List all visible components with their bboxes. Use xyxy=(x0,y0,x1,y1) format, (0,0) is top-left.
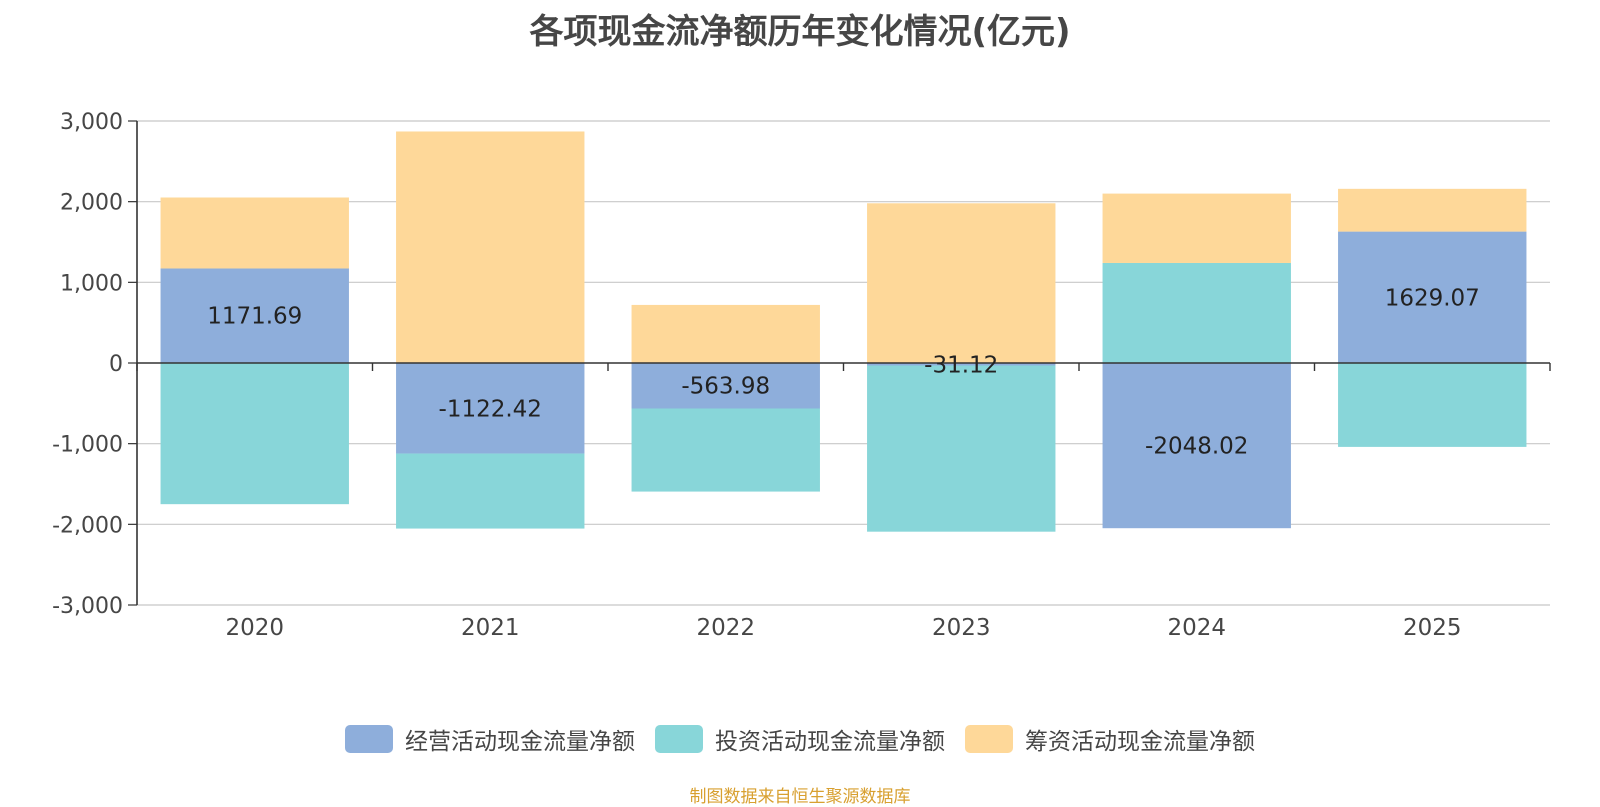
bar-0 xyxy=(867,363,1056,366)
data-label: -1122.42 xyxy=(439,396,542,422)
legend-item-operating[interactable]: 经营活动现金流量净额 xyxy=(345,722,635,756)
bar-0 xyxy=(160,268,349,363)
bar-0 xyxy=(631,363,820,409)
data-label: -2048.02 xyxy=(1145,434,1248,460)
bar-2 xyxy=(160,197,349,269)
legend-label-financing: 筹资活动现金流量净额 xyxy=(1025,729,1255,755)
data-label: 1629.07 xyxy=(1385,285,1480,311)
legend-label-operating: 经营活动现金流量净额 xyxy=(405,729,635,755)
legend-swatch-investing xyxy=(655,725,703,753)
bar-0 xyxy=(396,363,585,454)
legend: 经营活动现金流量净额 投资活动现金流量净额 筹资活动现金流量净额 xyxy=(0,722,1600,756)
x-tick-label: 2022 xyxy=(696,615,755,641)
x-tick-label: 2020 xyxy=(225,615,284,641)
x-tick-label: 2021 xyxy=(461,615,520,641)
data-label: -563.98 xyxy=(681,374,770,400)
y-tick-label: 2,000 xyxy=(60,191,123,216)
y-tick-label: -2,000 xyxy=(52,513,123,538)
data-source-note: 制图数据来自恒生聚源数据库 xyxy=(689,787,911,807)
x-tick-label: 2025 xyxy=(1403,615,1462,641)
bar-0 xyxy=(1338,231,1527,363)
x-tick-label: 2023 xyxy=(932,615,991,641)
y-tick-label: 0 xyxy=(109,352,123,377)
bar-1 xyxy=(160,363,349,505)
legend-swatch-financing xyxy=(965,725,1013,753)
bar-1 xyxy=(1102,262,1291,363)
bar-2 xyxy=(1338,188,1527,232)
legend-item-financing[interactable]: 筹资活动现金流量净额 xyxy=(965,722,1255,756)
bar-2 xyxy=(867,203,1056,363)
bar-0 xyxy=(1102,363,1291,529)
y-tick-label: 3,000 xyxy=(60,110,123,135)
bar-2 xyxy=(396,131,585,363)
bar-1 xyxy=(396,453,585,529)
y-tick-label: -3,000 xyxy=(52,594,123,619)
plot-area: 3,000 2,000 1,000 0 -1,000 -2,000 -3,000 1171.6… xyxy=(52,110,1551,641)
bar-2 xyxy=(631,304,820,363)
bar-1 xyxy=(1338,363,1527,447)
bar-2 xyxy=(1102,193,1291,263)
legend-swatch-operating xyxy=(345,725,393,753)
x-tick-label: 2024 xyxy=(1167,615,1226,641)
data-label: -31.12 xyxy=(924,352,998,378)
legend-label-investing: 投资活动现金流量净额 xyxy=(715,729,945,755)
y-tick-label: 1,000 xyxy=(60,271,123,296)
bar-1 xyxy=(867,365,1056,532)
y-tick-label: -1,000 xyxy=(52,433,123,458)
data-label: 1171.69 xyxy=(207,304,302,330)
bar-1 xyxy=(631,408,820,492)
chart-title: 各项现金流净额历年变化情况(亿元) xyxy=(529,12,1071,52)
legend-item-investing[interactable]: 投资活动现金流量净额 xyxy=(655,722,945,756)
